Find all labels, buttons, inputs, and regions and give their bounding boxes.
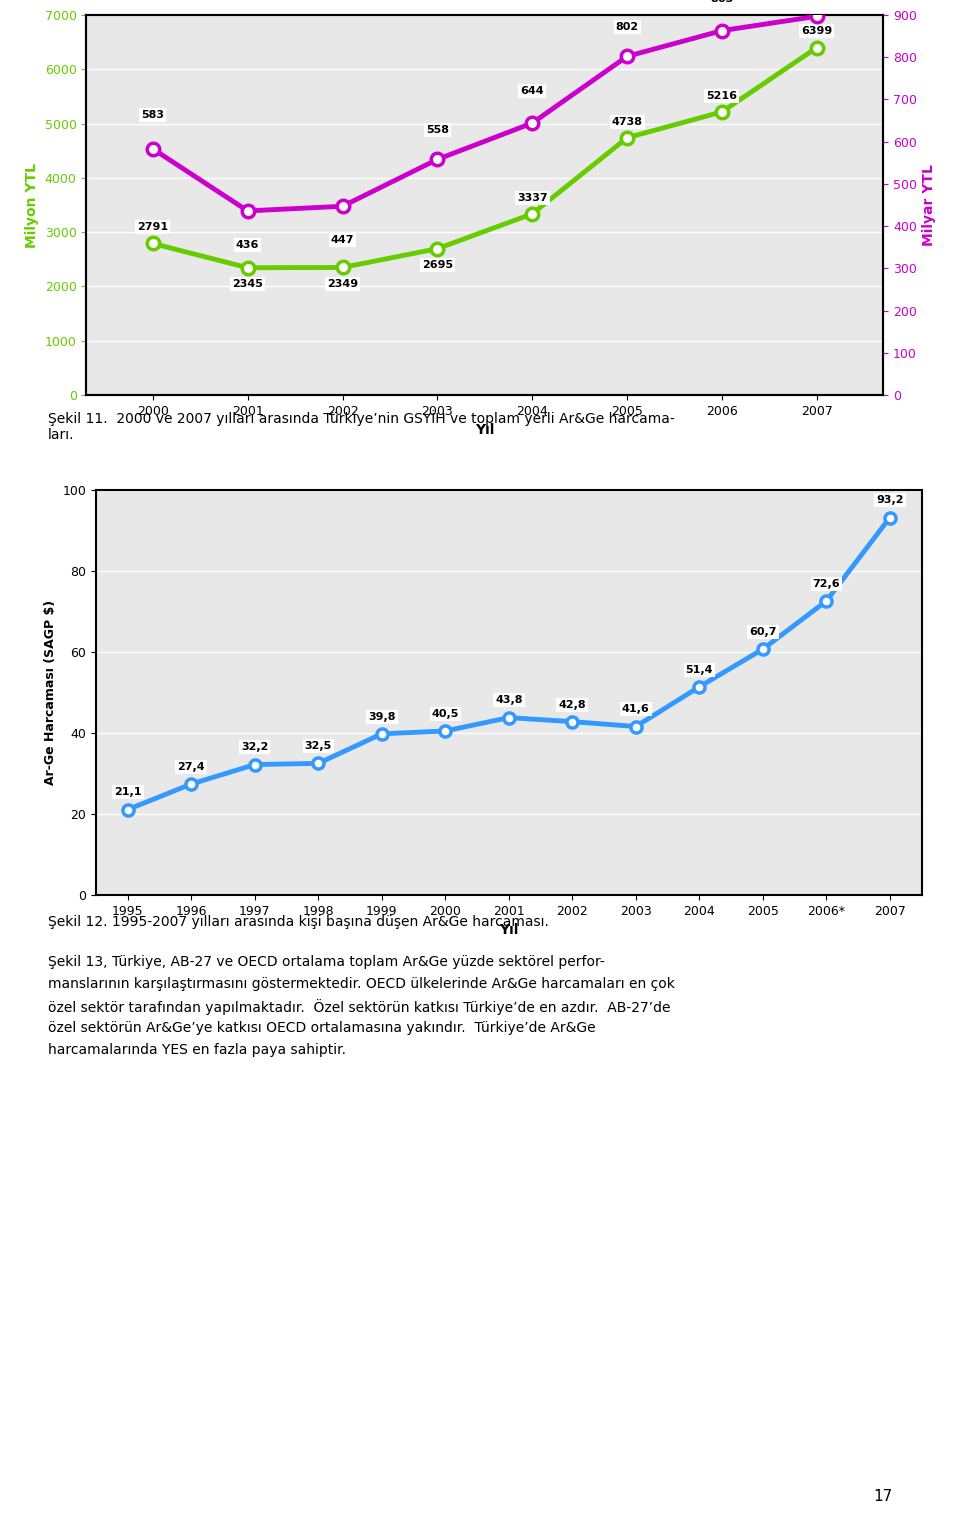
Text: özel sektörün Ar&Ge’ye katkısı OECD ortalamasına yakındır.  Türkiye’de Ar&Ge: özel sektörün Ar&Ge’ye katkısı OECD orta… <box>48 1021 595 1034</box>
Y-axis label: Milyon YTL: Milyon YTL <box>25 163 39 248</box>
Text: 27,4: 27,4 <box>178 763 205 772</box>
Text: 436: 436 <box>236 240 259 249</box>
X-axis label: Yıl: Yıl <box>475 424 494 437</box>
Text: manslarının karşılaştırmasını göstermektedir. OECD ülkelerinde Ar&Ge harcamaları: manslarının karşılaştırmasını göstermekt… <box>48 977 675 990</box>
Text: 40,5: 40,5 <box>432 709 459 718</box>
Y-axis label: Ar-Ge Harcaması (SAGP $): Ar-Ge Harcaması (SAGP $) <box>44 600 57 785</box>
Text: 32,5: 32,5 <box>304 741 332 752</box>
Text: 6399: 6399 <box>802 26 832 36</box>
Text: 21,1: 21,1 <box>114 787 141 797</box>
Text: Şekil 13, Türkiye, AB-27 ve OECD ortalama toplam Ar&Ge yüzde sektörel perfor-: Şekil 13, Türkiye, AB-27 ve OECD ortalam… <box>48 955 605 969</box>
Text: 41,6: 41,6 <box>622 705 650 714</box>
Text: 447: 447 <box>331 235 354 245</box>
Text: 558: 558 <box>426 125 449 135</box>
Text: 39,8: 39,8 <box>368 712 396 722</box>
Text: 644: 644 <box>520 87 544 96</box>
Text: 2791: 2791 <box>137 222 168 232</box>
Text: harcamalarında YES en fazla paya sahiptir.: harcamalarında YES en fazla paya sahipti… <box>48 1044 346 1057</box>
X-axis label: Yıl: Yıl <box>499 924 518 937</box>
Text: 32,2: 32,2 <box>241 743 269 752</box>
Text: 2695: 2695 <box>421 260 453 270</box>
Text: ları.: ları. <box>48 428 75 442</box>
Text: 42,8: 42,8 <box>559 700 587 709</box>
Text: 43,8: 43,8 <box>495 696 522 705</box>
Text: 2345: 2345 <box>232 279 263 289</box>
Text: 4738: 4738 <box>612 117 642 126</box>
Text: 60,7: 60,7 <box>749 627 777 636</box>
Text: 5216: 5216 <box>707 91 737 100</box>
Text: Şekil 12. 1995-2007 yılları arasında kişi başına düşen Ar&Ge harcaması.: Şekil 12. 1995-2007 yılları arasında kiş… <box>48 914 549 930</box>
Text: Şekil 11.  2000 ve 2007 yılları arasında Türkiye’nin GSYİH ve toplam yerli Ar&Ge: Şekil 11. 2000 ve 2007 yılları arasında … <box>48 410 675 425</box>
Text: 72,6: 72,6 <box>812 579 840 589</box>
Text: 863: 863 <box>710 0 733 5</box>
Text: 2349: 2349 <box>327 279 358 289</box>
Text: 802: 802 <box>615 21 638 32</box>
Text: 17: 17 <box>874 1489 893 1504</box>
Text: 3337: 3337 <box>516 193 547 202</box>
Text: 583: 583 <box>141 109 164 120</box>
Text: 51,4: 51,4 <box>685 665 713 674</box>
Text: özel sektör tarafından yapılmaktadır.  Özel sektörün katkısı Türkiye’de en azdır: özel sektör tarafından yapılmaktadır. Öz… <box>48 1000 670 1015</box>
Y-axis label: Milyar YTL: Milyar YTL <box>923 164 936 246</box>
Text: 93,2: 93,2 <box>876 495 903 506</box>
